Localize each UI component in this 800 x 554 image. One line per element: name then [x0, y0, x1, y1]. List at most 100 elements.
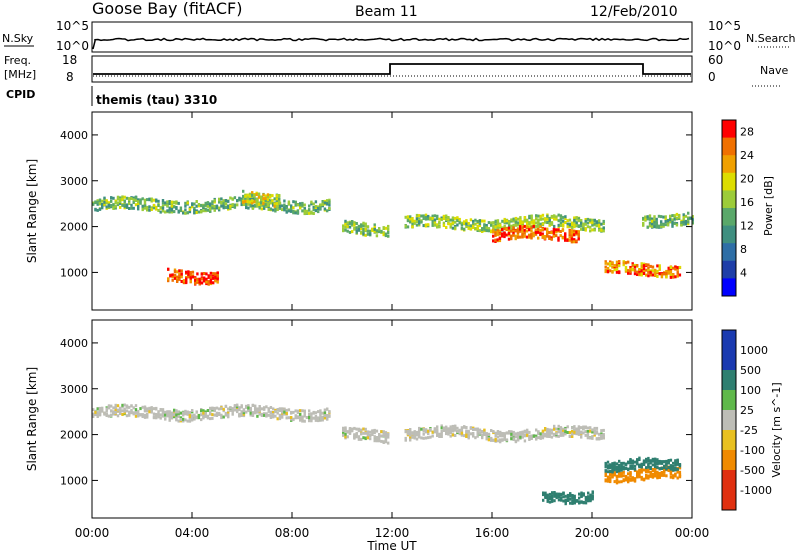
velocity-cell [611, 463, 614, 467]
velocity-cell [429, 428, 432, 431]
velocity-cell [269, 406, 273, 409]
power-cell [642, 216, 645, 220]
velocity-cell [656, 465, 659, 469]
power-cell [535, 214, 538, 218]
power-cell [275, 204, 279, 208]
power-cell [442, 224, 446, 227]
velocity-cell [571, 430, 574, 433]
velocity-cell [245, 410, 248, 414]
power-cell [431, 214, 434, 218]
velocity-cell [238, 406, 241, 410]
velocity-cell [600, 429, 603, 433]
power-cell [485, 224, 488, 227]
velocity-cell [523, 429, 527, 433]
power-cell [474, 218, 477, 222]
power-cell [618, 262, 621, 266]
velocity-cell [173, 415, 176, 419]
power-cell [134, 196, 138, 200]
power-cell [492, 221, 495, 225]
power-cell [629, 266, 632, 269]
velocity-cell [640, 475, 643, 479]
velocity-cell [647, 456, 650, 460]
power-cell [487, 221, 491, 225]
power-cell [342, 224, 345, 228]
velocity-colorbar-tick: 500 [740, 364, 761, 377]
power-cell [458, 221, 461, 225]
velocity-cell [602, 433, 605, 436]
power-cell [283, 207, 286, 211]
power-cell [301, 201, 304, 205]
power-cell [672, 273, 675, 277]
power-cell [168, 210, 171, 214]
velocity-cell [157, 413, 160, 417]
power-cell [559, 224, 563, 227]
velocity-cell [578, 496, 581, 500]
velocity-cell [213, 408, 216, 412]
velocity-cell [431, 434, 434, 438]
velocity-cell [258, 406, 261, 410]
velocity-cell [627, 460, 630, 464]
power-cell [263, 204, 266, 208]
power-cell [173, 270, 177, 273]
power-cell [362, 232, 365, 236]
power-cell [525, 229, 529, 233]
velocity-cell [424, 430, 428, 434]
power-cell [137, 207, 140, 211]
velocity-cell [660, 460, 664, 464]
power-cell [189, 279, 192, 283]
power-cell [636, 273, 639, 276]
power-cell [600, 228, 603, 232]
velocity-cell [606, 470, 610, 474]
velocity-cell [600, 433, 603, 437]
velocity-cell [569, 501, 572, 505]
power-cell [236, 203, 239, 207]
power-cell [173, 205, 176, 209]
velocity-cell [173, 408, 176, 412]
velocity-cell [157, 415, 160, 419]
power-cell [543, 236, 547, 240]
velocity-cell [321, 417, 324, 421]
velocity-cell [342, 429, 345, 432]
power-cell [598, 221, 601, 225]
power-cell [203, 278, 206, 282]
velocity-cell [128, 405, 131, 409]
velocity-cell [569, 492, 572, 496]
power-cell [205, 272, 208, 276]
power-cell [492, 234, 495, 238]
velocity-cell [103, 411, 106, 415]
velocity-cell [593, 429, 596, 433]
power-cell [186, 201, 189, 205]
velocity-cell [314, 411, 318, 415]
velocity-cell [296, 416, 300, 420]
power-cell [168, 206, 171, 210]
power-cell [98, 201, 102, 205]
nsky-label: N.Sky [2, 32, 34, 45]
power-cell [649, 270, 652, 274]
power-cell [148, 197, 151, 201]
power-cell [214, 272, 217, 276]
power-cell [550, 214, 554, 218]
velocity-cell [251, 413, 255, 417]
velocity-cell [119, 406, 122, 410]
power-cell [508, 220, 511, 224]
power-cell [150, 197, 153, 201]
power-cell [357, 224, 361, 228]
velocity-cell [490, 429, 493, 432]
velocity-cell [357, 437, 361, 441]
power-cell [660, 224, 663, 228]
velocity-cell [649, 472, 652, 476]
power-cell [424, 215, 428, 219]
power-cell [647, 274, 650, 278]
power-cell [184, 211, 187, 215]
power-cell [465, 219, 468, 223]
power-colorbar-swatch [722, 243, 736, 262]
velocity-cell [562, 431, 565, 435]
power-cell [240, 198, 243, 202]
power-cell [618, 270, 621, 274]
power-cell [202, 209, 205, 213]
velocity-cell [384, 440, 388, 444]
velocity-cell [218, 413, 221, 416]
velocity-cell [631, 459, 634, 463]
power-cell [577, 233, 580, 237]
